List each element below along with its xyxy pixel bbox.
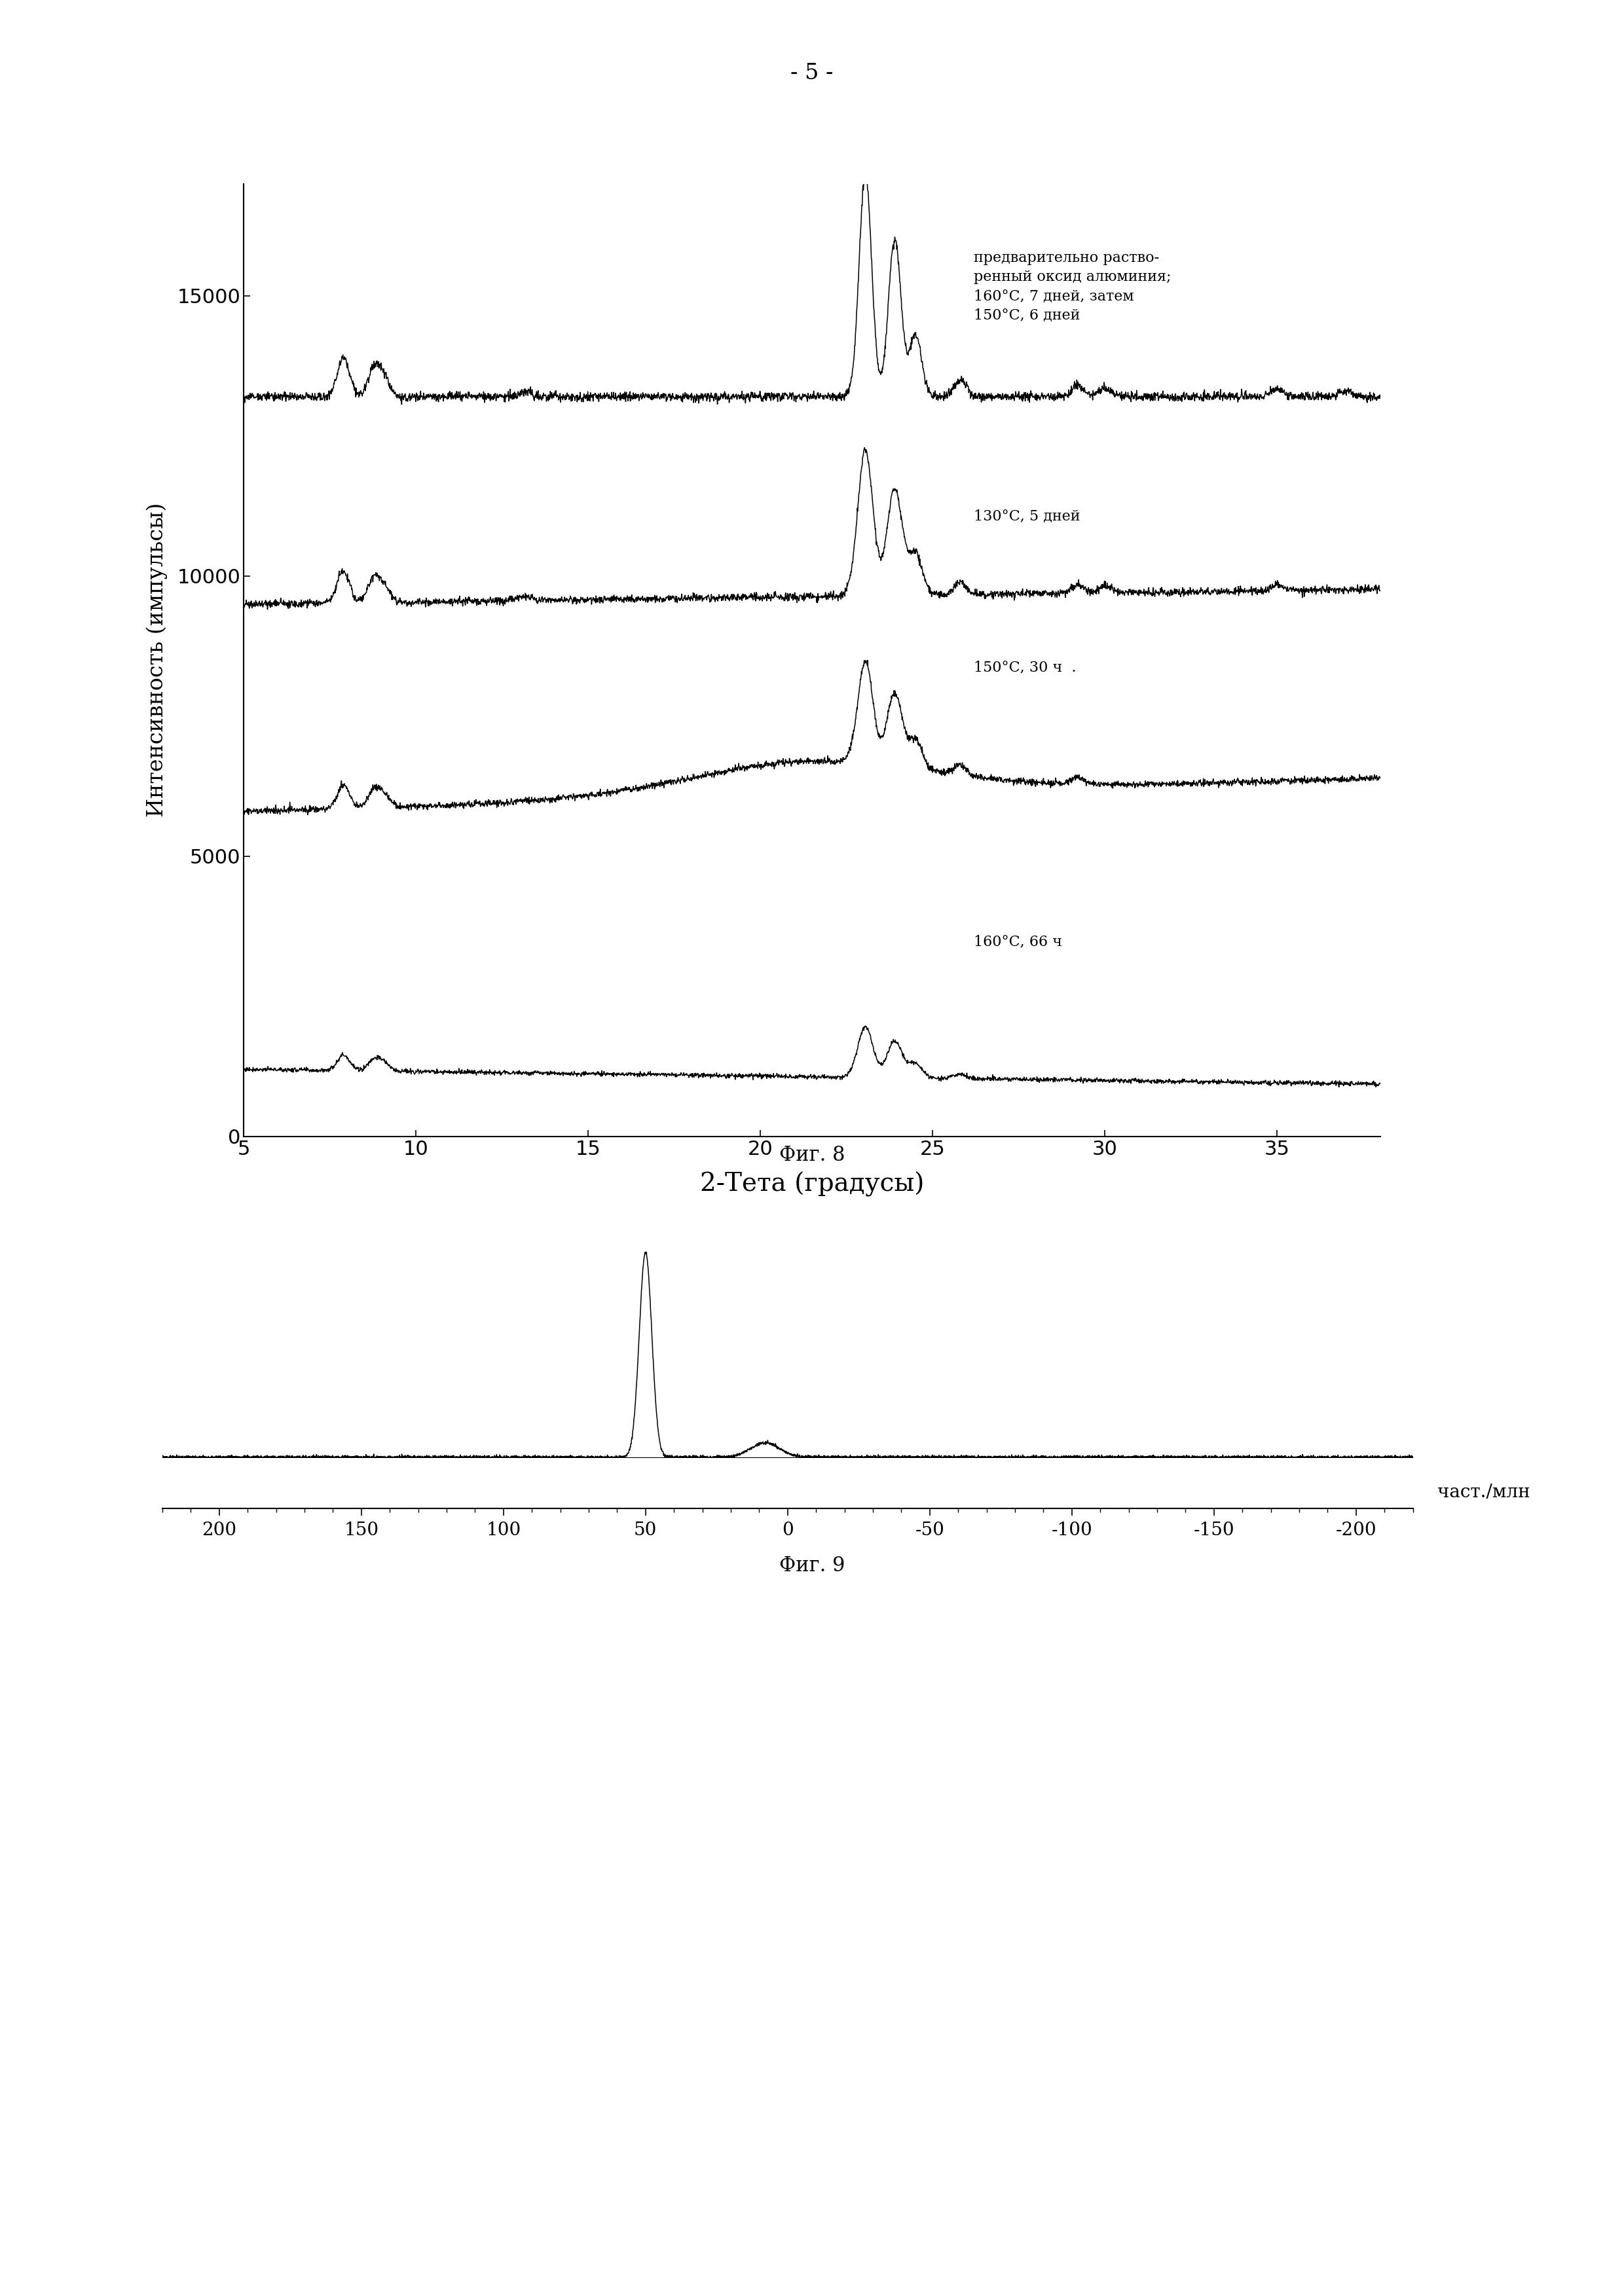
Text: 130°С, 5 дней: 130°С, 5 дней [974, 510, 1080, 523]
Text: част./млн: част./млн [1437, 1483, 1530, 1502]
Text: Фиг. 9: Фиг. 9 [780, 1557, 844, 1575]
Text: 150°С, 30 ч  .: 150°С, 30 ч . [974, 661, 1077, 675]
Text: 160°С, 66 ч: 160°С, 66 ч [974, 934, 1062, 948]
X-axis label: 2-Тета (градусы): 2-Тета (градусы) [700, 1171, 924, 1196]
Text: - 5 -: - 5 - [791, 62, 833, 85]
Text: Фиг. 8: Фиг. 8 [780, 1146, 844, 1164]
Text: предварительно раство-
ренный оксид алюминия;
160°С, 7 дней, затем
150°С, 6 дней: предварительно раство- ренный оксид алюм… [974, 250, 1171, 321]
Y-axis label: Интенсивность (импульсы): Интенсивность (импульсы) [146, 503, 167, 817]
